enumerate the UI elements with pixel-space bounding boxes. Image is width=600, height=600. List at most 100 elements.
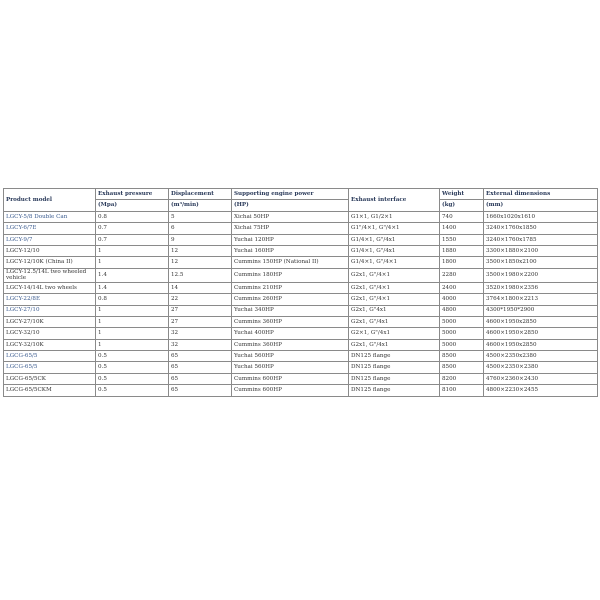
interface-cell: G1/4×1, G"/4x1	[348, 244, 440, 258]
table-row: LGCY-27/10K 1 27 Cummins 360HP G2x1, G"/4x1 5…	[3, 315, 598, 329]
interface-cell: G2x1, G"/4×1	[348, 293, 440, 306]
header-model: Product model	[3, 188, 96, 212]
displacement-cell: 5	[168, 210, 232, 224]
product-spec-table: Product model Exhaust pressure Displacem…	[3, 187, 598, 397]
interface-cell: DN125 flange	[348, 384, 440, 397]
interface-cell: G1"/4×1, G"/4×1	[348, 222, 440, 235]
interface-cell: G2x1, G"/4x1	[348, 315, 440, 329]
header-pressure: Exhaust pressure	[95, 187, 169, 201]
engine-cell: Cummins 360HP	[231, 315, 349, 329]
pressure-cell: 1	[95, 327, 169, 340]
displacement-cell: 6	[168, 222, 232, 235]
engine-cell: Yuchai 160HP	[231, 244, 349, 258]
pressure-cell: 0.7	[95, 222, 169, 235]
unit-engine: (HP)	[231, 199, 349, 212]
dimensions-cell: 3300×1880×2100	[483, 244, 598, 258]
table-row: LGCY-12/10 1 12 Yuchai 160HP G1/4×1, G"/4x1 1…	[3, 244, 598, 258]
weight-cell: 8500	[439, 350, 484, 363]
model-cell[interactable]: LGCY-27/10	[3, 304, 96, 317]
displacement-cell: 65	[168, 384, 232, 397]
displacement-cell: 12	[168, 244, 232, 258]
pressure-cell: 1.4	[95, 267, 169, 283]
model-cell[interactable]: LGCY-9/7	[3, 233, 96, 246]
dimensions-cell: 3240×1760x1785	[483, 233, 598, 246]
displacement-cell: 22	[168, 293, 232, 306]
interface-cell: G2x1, G"/4×1	[348, 281, 440, 295]
interface-cell: G2x1, G"4x1	[348, 304, 440, 317]
displacement-cell: 12	[168, 256, 232, 269]
dimensions-cell: 4760×2360×2430	[483, 372, 598, 386]
weight-cell: 4000	[439, 293, 484, 306]
interface-cell: G2x1, G"/4×1	[348, 267, 440, 283]
engine-cell: Cummins 600HP	[231, 372, 349, 386]
interface-cell: G1/4×1, G"/4×1	[348, 256, 440, 269]
weight-cell: 2400	[439, 281, 484, 295]
engine-cell: Cummins 600HP	[231, 384, 349, 397]
weight-cell: 5000	[439, 315, 484, 329]
weight-cell: 1880	[439, 244, 484, 258]
model-cell[interactable]: LGCG-65/5	[3, 361, 96, 374]
engine-cell: Cummins 260HP	[231, 293, 349, 306]
table-row: LGCY-9/7 0.7 9 Yuchai 120HP G1/4×1, G"/4x1 15…	[3, 233, 598, 246]
engine-cell: Yuchai 560HP	[231, 361, 349, 374]
displacement-cell: 9	[168, 233, 232, 246]
engine-cell: Cummins 210HP	[231, 281, 349, 295]
model-cell[interactable]: LGCY-22/8E	[3, 293, 96, 306]
displacement-cell: 32	[168, 338, 232, 352]
weight-cell: 1800	[439, 256, 484, 269]
weight-cell: 740	[439, 210, 484, 224]
model-cell: LGCG-65/5CK	[3, 372, 96, 386]
model-cell[interactable]: LGCY-5/8 Double Can	[3, 210, 96, 224]
weight-cell: 8500	[439, 361, 484, 374]
pressure-cell: 1	[95, 256, 169, 269]
unit-displacement: (m³/min)	[168, 199, 232, 212]
table-row: LGCY-27/10 1 27 Yuchai 340HP G2x1, G"4x1 4800…	[3, 304, 598, 317]
weight-cell: 2280	[439, 267, 484, 283]
header-interface: Exhaust interface	[348, 188, 440, 212]
dimensions-cell: 4300*1950*2900	[483, 304, 598, 317]
engine-cell: Cummins 180HP	[231, 267, 349, 283]
model-cell: LGCY-12.5/14L two wheeled vehicle	[3, 267, 96, 283]
engine-cell: Cummins 150HP (National II)	[231, 256, 349, 269]
displacement-cell: 14	[168, 281, 232, 295]
displacement-cell: 65	[168, 361, 232, 374]
displacement-cell: 12.5	[168, 267, 232, 283]
interface-cell: DN125 flange	[348, 372, 440, 386]
model-cell[interactable]: LGCY-6/7E	[3, 222, 96, 235]
engine-cell: Yuchai 560HP	[231, 350, 349, 363]
interface-cell: G2x1, G"/4x1	[348, 338, 440, 352]
engine-cell: Xichai 75HP	[231, 222, 349, 235]
units-row: (Mpa) (m³/min) (HP) (kg) (mm)	[4, 199, 598, 212]
pressure-cell: 1.4	[95, 281, 169, 295]
pressure-cell: 0.8	[95, 293, 169, 306]
table-row: LGCY-6/7E 0.7 6 Xichai 75HP G1"/4×1, G"/4×1 1…	[3, 222, 598, 235]
pressure-cell: 1	[95, 315, 169, 329]
engine-cell: Xichai 50HP	[231, 210, 349, 224]
displacement-cell: 27	[168, 304, 232, 317]
table-row: LGCG-65/5CK 0.5 65 Cummins 600HP DN125 flang…	[3, 372, 598, 386]
unit-pressure: (Mpa)	[95, 199, 169, 212]
pressure-cell: 1	[95, 304, 169, 317]
unit-dimensions: (mm)	[483, 199, 598, 212]
table-row: LGCY-12/10K (China II) 1 12 Cummins 150HP (…	[3, 256, 598, 269]
table-row: LGCY-14/14L two wheels 1.4 14 Cummins 210HP…	[3, 281, 598, 295]
header-engine: Supporting engine power	[231, 187, 349, 201]
dimensions-cell: 4600×1950x2850	[483, 315, 598, 329]
displacement-cell: 65	[168, 350, 232, 363]
model-cell: LGCY-12/10	[3, 244, 96, 258]
pressure-cell: 0.5	[95, 361, 169, 374]
weight-cell: 5000	[439, 338, 484, 352]
dimensions-cell: 3500×1850x2100	[483, 256, 598, 269]
table-row: LGCG-65/5 0.5 65 Yuchai 560HP DN125 flange 85…	[3, 361, 598, 374]
dimensions-cell: 1660x1020x1610	[483, 210, 598, 224]
engine-cell: Yuchai 400HP	[231, 327, 349, 340]
model-cell[interactable]: LGCG-65/5	[3, 350, 96, 363]
table-row: LGCY-22/8E 0.8 22 Cummins 260HP G2x1, G"/4×1…	[3, 293, 598, 306]
model-cell: LGCY-27/10K	[3, 315, 96, 329]
dimensions-cell: 4800×2230×2455	[483, 384, 598, 397]
pressure-cell: 0.5	[95, 372, 169, 386]
weight-cell: 5000	[439, 327, 484, 340]
weight-cell: 8100	[439, 384, 484, 397]
displacement-cell: 65	[168, 372, 232, 386]
dimensions-cell: 3520×1980×2356	[483, 281, 598, 295]
